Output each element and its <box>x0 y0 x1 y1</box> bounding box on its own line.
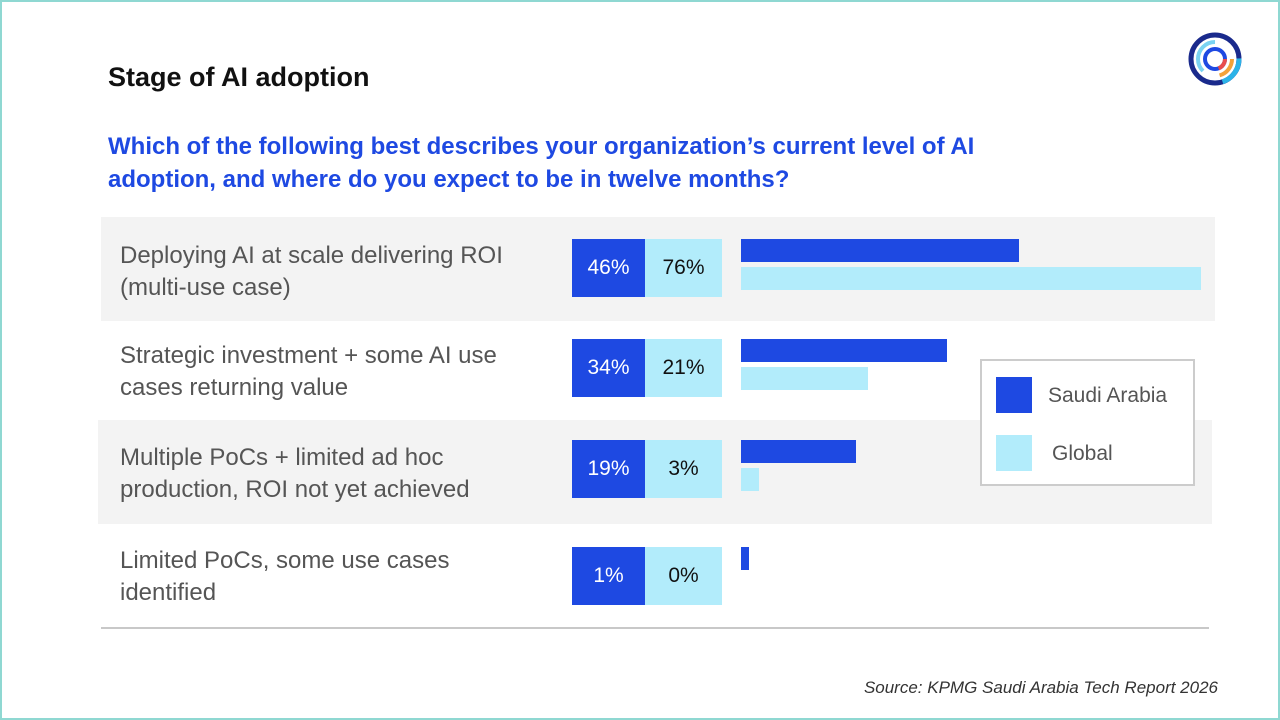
value-label-saudi-2: 34% <box>572 339 645 397</box>
survey-question: Which of the following best describes yo… <box>108 130 1108 196</box>
category-label-1: Deploying AI at scale delivering ROI (mu… <box>120 242 503 301</box>
bar-global-1 <box>741 267 1201 290</box>
value-label-global-1: 76% <box>645 239 722 297</box>
value-label-saudi-3: 19% <box>572 440 645 498</box>
legend-swatch-global <box>996 435 1032 471</box>
bar-global-3 <box>741 468 759 491</box>
bar-saudi-4 <box>741 547 749 570</box>
category-label-4: Limited PoCs, some use cases identified <box>120 547 450 606</box>
legend-label-global: Global <box>1052 442 1113 465</box>
bar-global-2 <box>741 367 868 390</box>
value-label-global-2: 21% <box>645 339 722 397</box>
chart-baseline <box>101 627 1209 629</box>
bar-saudi-1 <box>741 239 1019 262</box>
question-line-1: Which of the following best describes yo… <box>108 133 975 160</box>
category-label-2: Strategic investment + some AI use cases… <box>120 342 497 401</box>
page-title: Stage of AI adoption <box>108 62 370 92</box>
bar-saudi-2 <box>741 339 947 362</box>
kpmg-circle-logo-icon <box>1188 32 1242 86</box>
bar-saudi-3 <box>741 440 856 463</box>
value-label-saudi-1: 46% <box>572 239 645 297</box>
value-label-saudi-4: 1% <box>572 547 645 605</box>
question-line-2: adoption, and where do you expect to be … <box>108 166 790 193</box>
legend-swatch-saudi-arabia <box>996 377 1032 413</box>
legend-label-saudi-arabia: Saudi Arabia <box>1048 384 1168 407</box>
chart-legend: Saudi Arabia Global <box>980 359 1195 486</box>
source-note: Source: KPMG Saudi Arabia Tech Report 20… <box>863 678 1218 697</box>
value-label-global-3: 3% <box>645 440 722 498</box>
category-label-3: Multiple PoCs + limited ad hoc productio… <box>120 444 470 503</box>
value-label-global-4: 0% <box>645 547 722 605</box>
